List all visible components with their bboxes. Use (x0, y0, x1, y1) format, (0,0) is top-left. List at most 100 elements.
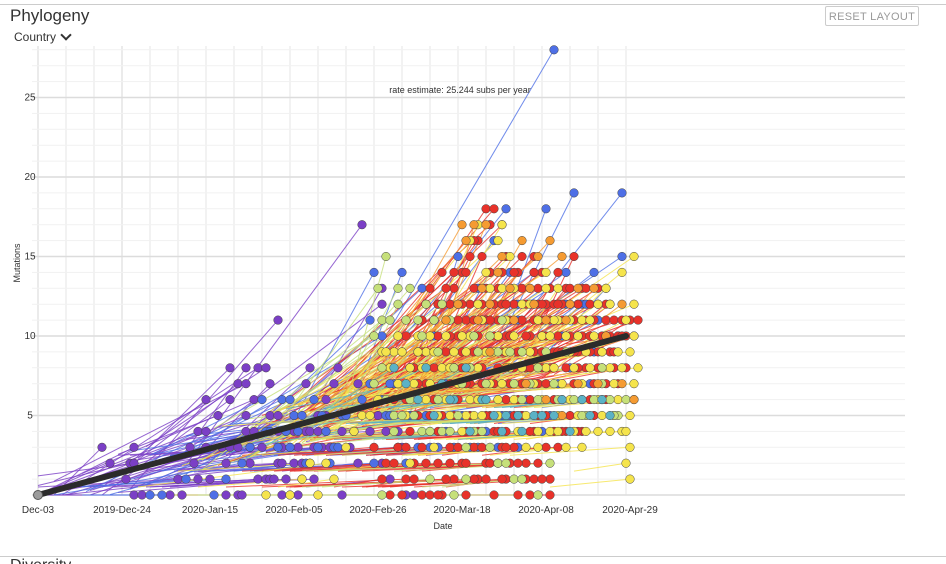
tip-point[interactable] (605, 410, 615, 421)
tip-point[interactable] (289, 410, 299, 421)
tip-point[interactable] (465, 426, 475, 436)
tip-point[interactable] (417, 283, 427, 293)
tip-point[interactable] (521, 458, 531, 468)
tip-point[interactable] (285, 395, 295, 405)
tip-point[interactable] (621, 426, 631, 436)
tip-point[interactable] (385, 315, 395, 325)
tip-point[interactable] (553, 267, 563, 277)
tip-point[interactable] (377, 299, 387, 309)
tip-point[interactable] (209, 490, 219, 500)
tip-point[interactable] (533, 283, 543, 293)
tip-point[interactable] (481, 267, 491, 277)
tip-point[interactable] (221, 490, 231, 500)
tip-point[interactable] (381, 347, 391, 357)
tip-point[interactable] (629, 299, 639, 309)
tip-point[interactable] (625, 347, 635, 357)
tip-point[interactable] (377, 363, 387, 373)
tip-point[interactable] (477, 426, 487, 436)
tip-point[interactable] (469, 410, 479, 421)
tip-point[interactable] (625, 474, 635, 484)
tip-point[interactable] (585, 410, 595, 421)
tip-point[interactable] (453, 251, 463, 262)
tip-point[interactable] (525, 283, 535, 293)
tip-point[interactable] (565, 283, 575, 293)
tip-point[interactable] (501, 458, 511, 468)
tip-point[interactable] (421, 395, 431, 405)
tip-point[interactable] (401, 315, 411, 325)
tip-point[interactable] (529, 267, 539, 277)
tip-point[interactable] (449, 283, 459, 293)
tip-point[interactable] (573, 331, 583, 341)
tip-point[interactable] (437, 299, 447, 309)
tip-point[interactable] (377, 474, 387, 484)
tip-point[interactable] (377, 315, 387, 325)
tip-point[interactable] (573, 283, 583, 293)
tip-point[interactable] (513, 458, 523, 468)
tip-point[interactable] (529, 410, 539, 421)
tip-point[interactable] (397, 410, 407, 421)
tip-point[interactable] (473, 363, 483, 373)
tip-point[interactable] (621, 458, 631, 468)
tip-point[interactable] (561, 331, 571, 341)
tip-point[interactable] (393, 299, 403, 309)
tip-point[interactable] (333, 442, 343, 452)
tip-point[interactable] (389, 347, 399, 357)
tip-point[interactable] (421, 347, 431, 357)
tip-point[interactable] (329, 379, 339, 389)
tip-point[interactable] (597, 363, 607, 373)
tip-point[interactable] (441, 315, 451, 325)
tip-point[interactable] (617, 299, 627, 309)
tip-point[interactable] (509, 331, 519, 341)
tip-point[interactable] (473, 299, 483, 309)
tip-point[interactable] (425, 426, 435, 436)
tip-point[interactable] (277, 458, 287, 468)
tip-point[interactable] (389, 410, 399, 421)
tip-point[interactable] (625, 410, 635, 421)
tip-point[interactable] (405, 458, 415, 468)
tip-point[interactable] (221, 474, 231, 484)
tip-point[interactable] (509, 299, 519, 309)
tip-point[interactable] (165, 490, 175, 500)
tip-point[interactable] (97, 442, 107, 452)
tip-point[interactable] (261, 363, 271, 373)
tip-point[interactable] (189, 458, 199, 468)
tip-point[interactable] (629, 395, 639, 405)
tip-point[interactable] (529, 474, 539, 484)
tip-point[interactable] (385, 490, 395, 500)
tip-point[interactable] (585, 315, 595, 325)
tip-point[interactable] (501, 299, 511, 309)
tip-point[interactable] (449, 363, 459, 373)
tip-point[interactable] (193, 426, 203, 436)
tip-point[interactable] (245, 442, 255, 452)
tip-point[interactable] (449, 267, 459, 277)
tip-point[interactable] (493, 267, 503, 277)
tip-point[interactable] (481, 474, 491, 484)
tip-point[interactable] (617, 251, 627, 262)
tip-point[interactable] (405, 363, 415, 373)
tip-point[interactable] (273, 315, 283, 325)
tip-point[interactable] (321, 458, 331, 468)
tip-point[interactable] (469, 283, 479, 293)
tip-point[interactable] (417, 442, 427, 452)
tip-point[interactable] (557, 410, 567, 421)
tip-point[interactable] (541, 283, 551, 293)
tip-point[interactable] (357, 410, 367, 421)
tip-point[interactable] (429, 442, 439, 452)
tip-point[interactable] (497, 283, 507, 293)
color-by-dropdown[interactable]: Country (14, 29, 72, 44)
reset-layout-button[interactable]: RESET LAYOUT (825, 6, 919, 26)
tip-point[interactable] (497, 220, 507, 230)
tip-point[interactable] (297, 474, 307, 484)
tip-point[interactable] (425, 331, 435, 341)
tip-point[interactable] (629, 331, 639, 341)
tip-point[interactable] (633, 363, 643, 373)
tip-point[interactable] (441, 347, 451, 357)
tip-point[interactable] (505, 283, 515, 293)
tip-point[interactable] (537, 331, 547, 341)
tip-point[interactable] (405, 283, 415, 293)
tip-point[interactable] (625, 442, 635, 452)
tip-point[interactable] (329, 474, 339, 484)
tip-point[interactable] (589, 395, 599, 405)
tip-point[interactable] (433, 331, 443, 341)
tip-point[interactable] (541, 442, 551, 452)
